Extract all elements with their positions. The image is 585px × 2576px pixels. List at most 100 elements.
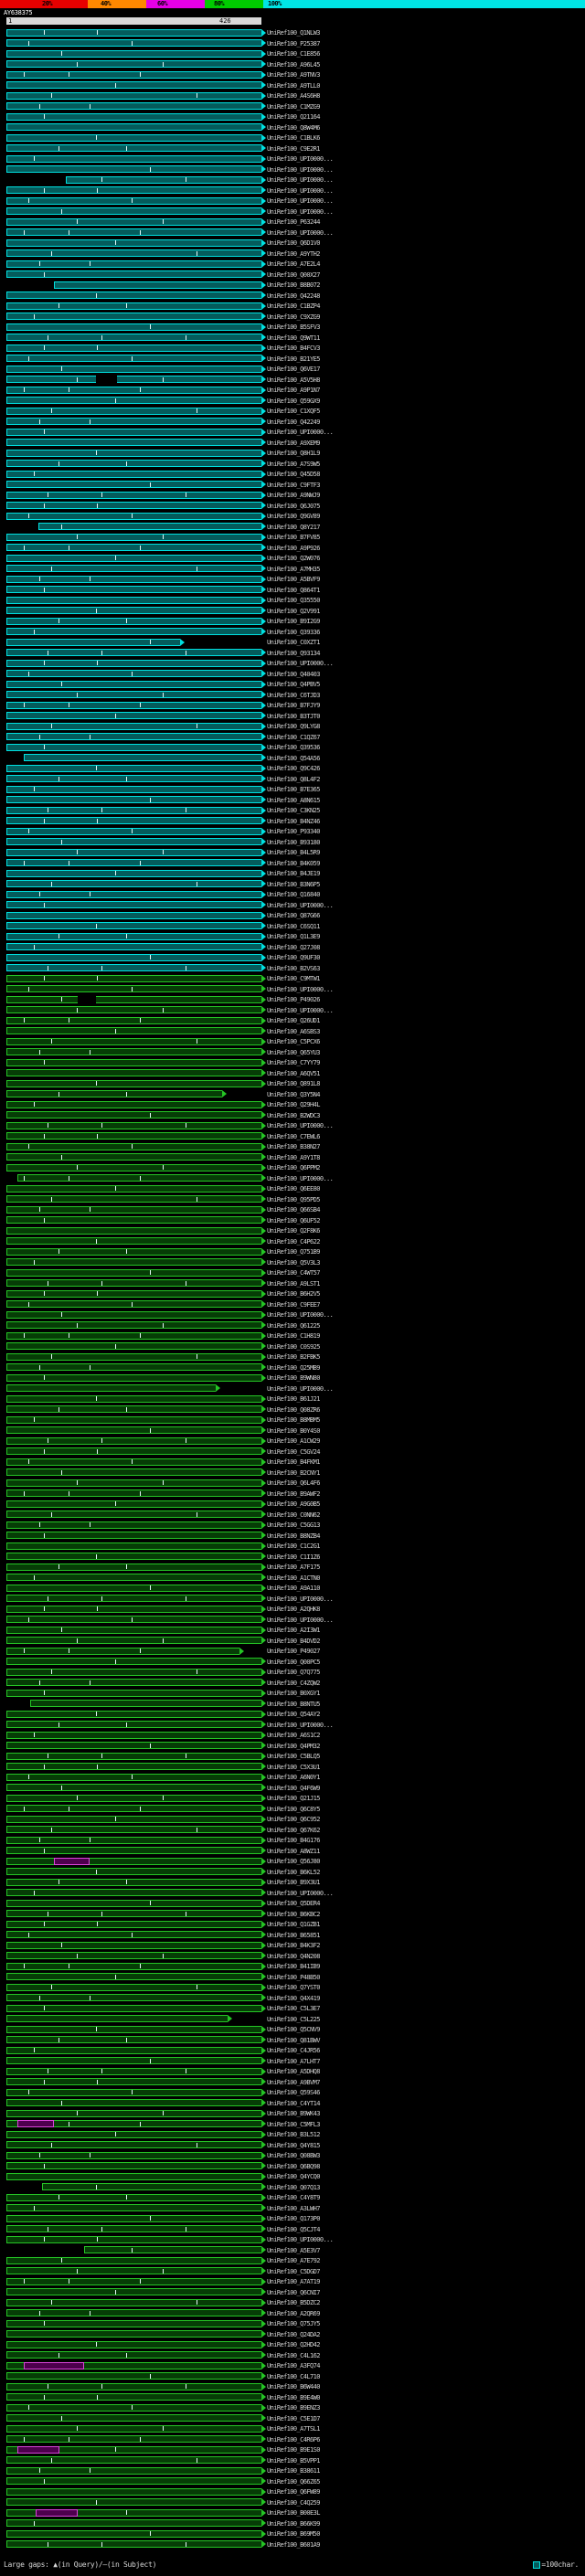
hit-bar[interactable] bbox=[6, 1331, 261, 1340]
hit-label[interactable]: UniRef100_Q29H4L bbox=[267, 1101, 320, 1108]
hit-bar[interactable] bbox=[6, 953, 261, 961]
hit-label[interactable]: UniRef100_Q6VE17 bbox=[267, 366, 320, 373]
hit-label[interactable]: UniRef100_C5E1D7 bbox=[267, 2414, 320, 2422]
hit-label[interactable]: UniRef100_B00E3L bbox=[267, 2509, 320, 2517]
hit-bar[interactable] bbox=[6, 2193, 261, 2201]
hit-label[interactable]: UniRef100_A5DHQ8 bbox=[267, 2068, 320, 2075]
hit-label[interactable]: UniRef100_C1H819 bbox=[267, 1332, 320, 1340]
hit-bar[interactable] bbox=[6, 418, 261, 425]
hit-label[interactable]: UniRef100_Q59GX9 bbox=[267, 397, 320, 405]
hit-bar[interactable] bbox=[83, 2246, 261, 2253]
hit-label[interactable]: UniRef100_A9P926 bbox=[267, 544, 320, 552]
hit-bar[interactable] bbox=[6, 1878, 261, 1886]
hit-label[interactable]: UniRef100_UPI0000... bbox=[267, 186, 334, 195]
hit-bar[interactable] bbox=[6, 890, 261, 898]
hit-bar[interactable] bbox=[6, 2456, 261, 2464]
hit-bar[interactable] bbox=[6, 133, 261, 142]
hit-label[interactable]: UniRef100_Q9WT11 bbox=[267, 334, 320, 342]
hit-bar[interactable] bbox=[6, 2088, 261, 2096]
hit-label[interactable]: UniRef100_Q1GZB1 bbox=[267, 1921, 320, 1928]
hit-label[interactable]: UniRef100_B9E1S0 bbox=[267, 2446, 320, 2454]
hit-label[interactable]: UniRef100_C5L225 bbox=[267, 2015, 320, 2023]
hit-label[interactable]: UniRef100_UPI0000... bbox=[267, 165, 334, 174]
hit-bar[interactable] bbox=[6, 1920, 261, 1928]
hit-label[interactable]: UniRef100_A9TLL0 bbox=[267, 81, 320, 90]
hit-bar[interactable] bbox=[6, 217, 261, 226]
hit-label[interactable]: UniRef100_A9TNV3 bbox=[267, 71, 320, 79]
hit-bar[interactable] bbox=[6, 1048, 261, 1055]
hit-label[interactable]: UniRef100_Q6J075 bbox=[267, 502, 320, 510]
hit-bar[interactable] bbox=[6, 848, 261, 856]
hit-bar[interactable] bbox=[6, 376, 261, 383]
hit-label[interactable]: UniRef100_A8WZ11 bbox=[267, 1847, 320, 1855]
hit-bar[interactable] bbox=[6, 1079, 261, 1087]
hit-bar[interactable] bbox=[6, 712, 261, 719]
hit-bar[interactable] bbox=[6, 1216, 261, 1224]
hit-bar[interactable] bbox=[6, 733, 261, 740]
hit-bar[interactable] bbox=[6, 1679, 261, 1686]
hit-label[interactable]: UniRef100_P63244 bbox=[267, 218, 320, 226]
hit-bar[interactable] bbox=[6, 838, 261, 845]
hit-bar[interactable] bbox=[6, 2162, 261, 2169]
hit-bar[interactable] bbox=[6, 2498, 261, 2506]
hit-label[interactable]: UniRef100_Q25MB9 bbox=[267, 1363, 320, 1372]
hit-label[interactable]: UniRef100_Q6PPM2 bbox=[267, 1164, 320, 1171]
hit-label[interactable]: UniRef100_C1QZ67 bbox=[267, 733, 320, 741]
hit-label[interactable]: UniRef100_Q87G66 bbox=[267, 912, 320, 919]
hit-bar[interactable] bbox=[6, 1752, 261, 1760]
hit-label[interactable]: UniRef100_C3KN25 bbox=[267, 807, 320, 814]
hit-bar[interactable] bbox=[6, 144, 261, 152]
hit-bar[interactable] bbox=[6, 1016, 261, 1024]
hit-bar[interactable] bbox=[6, 1100, 261, 1108]
hit-label[interactable]: UniRef100_Q08ZR6 bbox=[267, 1405, 320, 1414]
hit-bar[interactable] bbox=[6, 2319, 261, 2327]
hit-bar[interactable] bbox=[6, 649, 261, 656]
hit-label[interactable]: UniRef100_C4JR56 bbox=[267, 2047, 320, 2054]
hit-bar[interactable] bbox=[6, 974, 261, 982]
hit-bar[interactable] bbox=[6, 1363, 261, 1371]
hit-label[interactable]: UniRef100_C1BLK6 bbox=[267, 134, 320, 142]
hit-label[interactable]: UniRef100_C0NN62 bbox=[267, 1511, 320, 1519]
hit-label[interactable]: UniRef100_Q6L4F6 bbox=[267, 1479, 320, 1487]
hit-bar[interactable] bbox=[6, 1436, 261, 1445]
hit-bar[interactable] bbox=[6, 470, 261, 478]
hit-label[interactable]: UniRef100_Q08BW3 bbox=[267, 2152, 320, 2159]
hit-bar[interactable] bbox=[6, 2435, 261, 2443]
hit-bar[interactable] bbox=[6, 1542, 261, 1550]
hit-label[interactable]: UniRef100_A9NWJ9 bbox=[267, 492, 320, 499]
hit-label[interactable]: UniRef100_B4FKM1 bbox=[267, 1458, 320, 1466]
hit-bar[interactable] bbox=[6, 1500, 261, 1508]
hit-label[interactable]: UniRef100_B3N6P5 bbox=[267, 880, 320, 888]
hit-label[interactable]: UniRef100_P49026 bbox=[267, 996, 320, 1003]
hit-bar[interactable] bbox=[6, 1006, 261, 1013]
hit-label[interactable]: UniRef100_UPI0000... bbox=[267, 2236, 334, 2243]
hit-bar[interactable] bbox=[6, 270, 261, 278]
hit-label[interactable]: UniRef100_Q00PC5 bbox=[267, 1658, 320, 1666]
hit-bar[interactable] bbox=[6, 1058, 261, 1066]
hit-label[interactable]: UniRef100_B5DZC2 bbox=[267, 2299, 320, 2306]
hit-bar[interactable] bbox=[6, 764, 261, 772]
hit-bar[interactable] bbox=[6, 1773, 261, 1781]
hit-label[interactable]: UniRef100_Q6D1V0 bbox=[267, 239, 320, 247]
hit-label[interactable]: UniRef100_A7AT19 bbox=[267, 2278, 320, 2285]
hit-label[interactable]: UniRef100_A9XEM9 bbox=[267, 439, 320, 447]
hit-bar[interactable] bbox=[6, 2214, 261, 2222]
hit-label[interactable]: UniRef100_A9G0B5 bbox=[267, 1500, 320, 1508]
hit-label[interactable]: UniRef100_Q6C8Y5 bbox=[267, 1805, 320, 1813]
hit-bar[interactable] bbox=[6, 995, 261, 1003]
hit-bar[interactable] bbox=[6, 1226, 261, 1235]
hit-label[interactable]: UniRef100_C5GV24 bbox=[267, 1447, 320, 1456]
hit-label[interactable]: UniRef100_B2CNY1 bbox=[267, 1468, 320, 1477]
hit-label[interactable]: UniRef100_Q173P0 bbox=[267, 2215, 320, 2222]
hit-label[interactable]: UniRef100_Q5DER4 bbox=[267, 1900, 320, 1907]
hit-label[interactable]: UniRef100_UPI0000... bbox=[267, 1006, 334, 1014]
hit-bar[interactable] bbox=[6, 1805, 261, 1812]
hit-label[interactable]: UniRef100_B93180 bbox=[267, 838, 320, 846]
hit-bar[interactable] bbox=[6, 1521, 261, 1529]
hit-bar[interactable] bbox=[6, 407, 261, 415]
hit-bar[interactable] bbox=[6, 502, 261, 509]
hit-label[interactable]: UniRef100_Q2V991 bbox=[267, 607, 320, 615]
hit-label[interactable]: UniRef100_B6KBC2 bbox=[267, 1910, 320, 1918]
hit-bar[interactable] bbox=[6, 302, 261, 310]
hit-label[interactable]: UniRef100_C9E2R1 bbox=[267, 144, 320, 153]
